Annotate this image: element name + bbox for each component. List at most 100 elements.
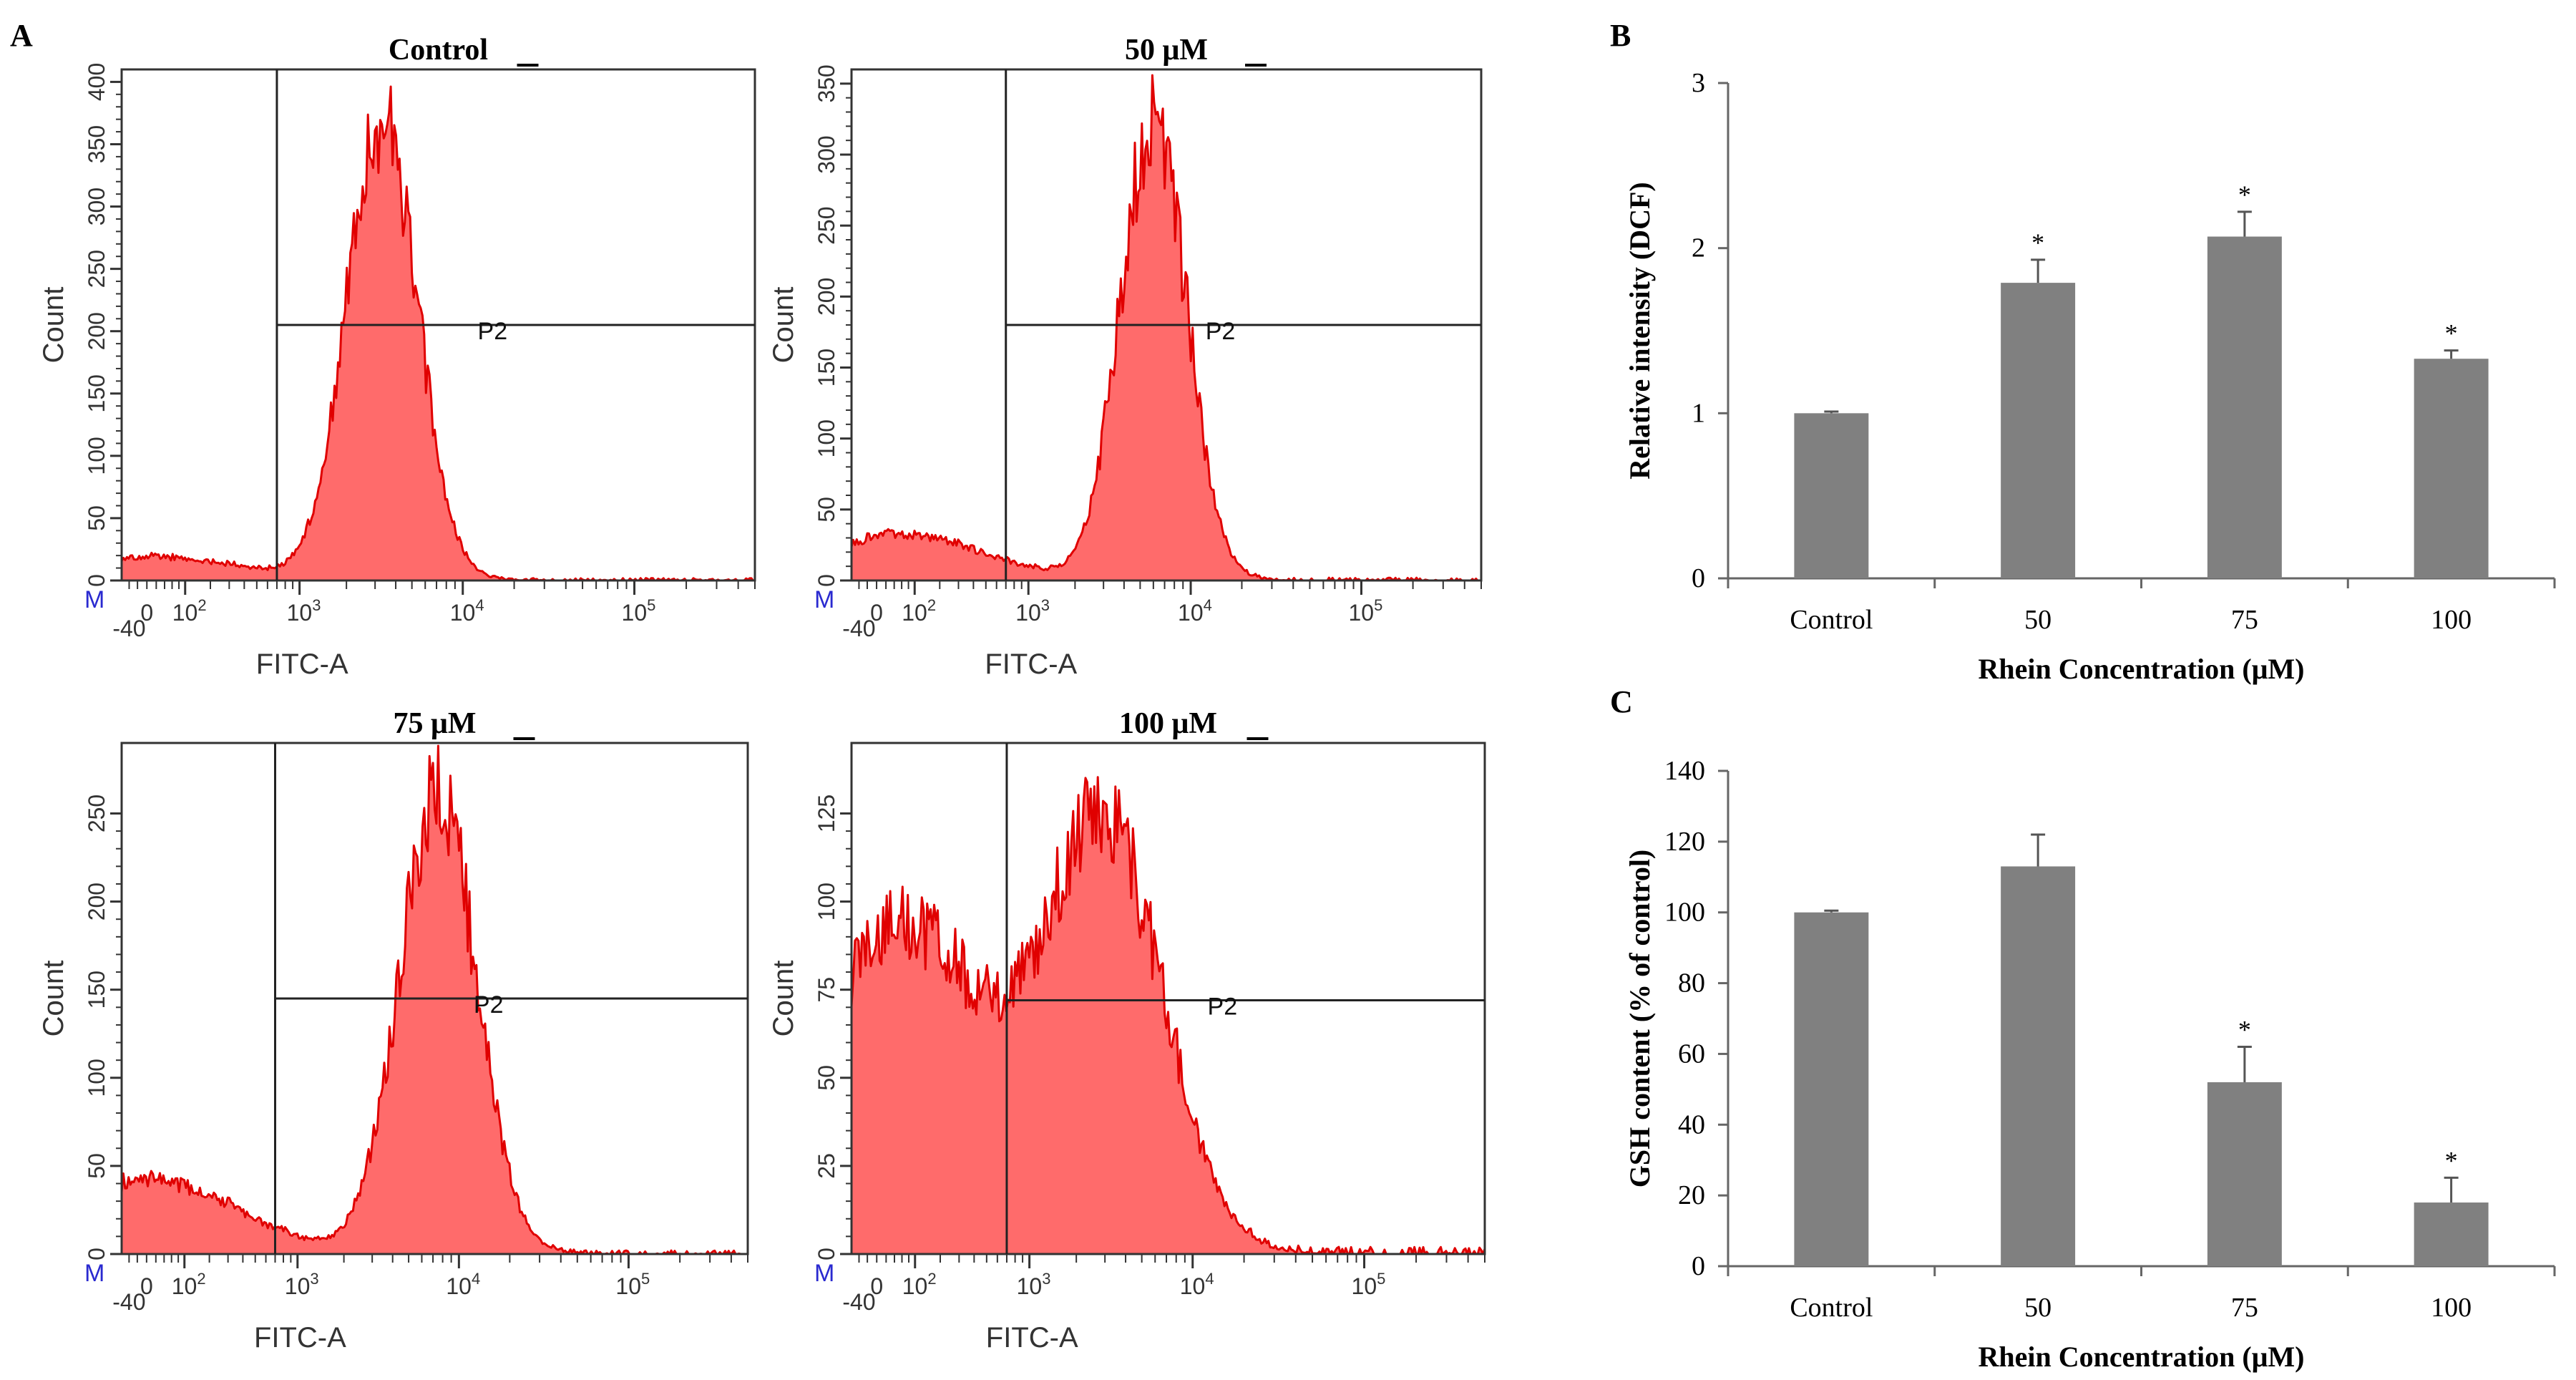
x-tick-label-exponent: 4 bbox=[1204, 596, 1212, 614]
bar bbox=[2001, 283, 2076, 578]
bar bbox=[2414, 1202, 2489, 1266]
significance-marker: * bbox=[2445, 319, 2458, 348]
histogram-area bbox=[850, 74, 1483, 582]
x-tick-label-exponent: 4 bbox=[472, 1270, 480, 1288]
x-category-label: 75 bbox=[2231, 605, 2258, 635]
x-axis-title: Rhein Concentration (μM) bbox=[1979, 1341, 2305, 1373]
y-axis-label: Count bbox=[38, 961, 69, 1037]
x-tick-label-base: 0 bbox=[870, 1273, 883, 1299]
x-axis-label: FITC-A bbox=[985, 648, 1077, 680]
y-tick-label: 75 bbox=[814, 977, 839, 1003]
y-tick-label: 60 bbox=[1678, 1039, 1705, 1069]
y-tick-label: 0 bbox=[84, 574, 109, 587]
x-tick-label-exponent: 5 bbox=[647, 596, 655, 614]
x-tick-label: 104 bbox=[1180, 1270, 1214, 1299]
y-axis-title: GSH content (% of control) bbox=[1624, 850, 1656, 1188]
x-tick-label-base: 10 bbox=[287, 600, 313, 626]
y-tick-label: 100 bbox=[84, 1059, 109, 1097]
x-axis-title: Rhein Concentration (μM) bbox=[1979, 653, 2305, 685]
histogram-area bbox=[120, 85, 756, 582]
x-tick-label-base: 10 bbox=[1178, 600, 1204, 626]
x-tick-label: -40 bbox=[842, 616, 875, 641]
x-axis-label: FITC-A bbox=[256, 648, 348, 680]
y-tick-label: 50 bbox=[814, 1065, 839, 1091]
x-tick-label: -40 bbox=[112, 616, 145, 641]
x-tick-label: 103 bbox=[285, 1270, 319, 1299]
y-tick-label: 300 bbox=[814, 135, 839, 173]
y-tick-label: 50 bbox=[814, 497, 839, 523]
x-tick-label-base: 0 bbox=[140, 600, 153, 626]
y-tick-label: 0 bbox=[1692, 563, 1705, 593]
x-category-label: Control bbox=[1790, 1293, 1873, 1323]
x-tick-label-base: 10 bbox=[172, 600, 198, 626]
bar bbox=[2414, 359, 2489, 578]
significance-marker: * bbox=[2238, 180, 2251, 209]
y-tick-label: 200 bbox=[84, 883, 109, 920]
gate-label: P2 bbox=[1208, 993, 1238, 1020]
y-tick-label: 120 bbox=[1664, 827, 1705, 857]
gate-label: P2 bbox=[478, 318, 508, 345]
bar-chart-gsh: 0 20 40 60 80 100 120 140 Control 50 * 75 * 100 Rhein … bbox=[1624, 756, 2556, 1373]
y-tick-label: 250 bbox=[814, 206, 839, 244]
y-tick-label: 0 bbox=[1692, 1251, 1705, 1281]
x-tick-label-exponent: 5 bbox=[641, 1270, 650, 1288]
y-tick-label: 3 bbox=[1692, 68, 1705, 98]
x-tick-label: 0 bbox=[140, 600, 153, 626]
x-tick-label-base: 10 bbox=[615, 1273, 641, 1299]
x-tick-label-base: 10 bbox=[285, 1273, 311, 1299]
x-tick-label-exponent: 3 bbox=[310, 1270, 318, 1288]
y-tick-label: 0 bbox=[814, 574, 839, 587]
panel-letter-a: A bbox=[10, 18, 33, 53]
histogram-title: 75 μM bbox=[394, 707, 477, 740]
marker-m: M bbox=[814, 586, 834, 613]
y-tick-label: 50 bbox=[84, 505, 109, 531]
y-tick-label: 350 bbox=[814, 64, 839, 102]
y-tick-label: 150 bbox=[84, 971, 109, 1009]
x-tick-label-exponent: 3 bbox=[1041, 596, 1050, 614]
x-tick-label-base: 10 bbox=[902, 600, 927, 626]
x-tick-label-base: -40 bbox=[112, 616, 145, 641]
x-tick-label: 0 bbox=[140, 1273, 153, 1299]
y-tick-label: 50 bbox=[84, 1153, 109, 1179]
x-tick-label-base: 10 bbox=[1352, 1273, 1377, 1299]
x-tick-label-base: 10 bbox=[1180, 1273, 1206, 1299]
x-tick-label: 102 bbox=[172, 596, 207, 626]
x-tick-label: 104 bbox=[1178, 596, 1212, 626]
x-tick-label: -40 bbox=[842, 1289, 875, 1315]
histogram-title: Control bbox=[389, 34, 488, 67]
y-tick-label: 300 bbox=[84, 188, 109, 225]
bar-chart-dcf: 0 1 2 3 Control * 50 * 75 * 100 Rhein Concentration… bbox=[1624, 68, 2556, 685]
gate-label: P2 bbox=[474, 991, 504, 1019]
x-tick-label-base: 10 bbox=[1017, 1273, 1043, 1299]
y-tick-label: 100 bbox=[84, 437, 109, 475]
x-tick-label: 103 bbox=[287, 596, 321, 626]
panel-letter-c: C bbox=[1610, 684, 1633, 719]
x-tick-label: 102 bbox=[902, 1270, 937, 1299]
x-axis-label: FITC-A bbox=[254, 1322, 346, 1354]
x-tick-label-base: -40 bbox=[842, 1289, 875, 1315]
significance-marker: * bbox=[2445, 1146, 2458, 1175]
y-tick-label: 0 bbox=[84, 1248, 109, 1260]
marker-m: M bbox=[814, 1260, 834, 1287]
x-tick-label-base: 10 bbox=[172, 1273, 197, 1299]
x-tick-label-exponent: 4 bbox=[475, 596, 484, 614]
x-category-label: 100 bbox=[2431, 605, 2472, 635]
plot-frame bbox=[850, 742, 1486, 1255]
x-tick-label: 105 bbox=[1348, 596, 1382, 626]
y-tick-label: 25 bbox=[814, 1153, 839, 1179]
y-tick-label: 20 bbox=[1678, 1180, 1705, 1210]
y-axis-label: Count bbox=[768, 961, 799, 1037]
x-tick-label: 104 bbox=[446, 1270, 480, 1299]
x-category-label: 75 bbox=[2231, 1293, 2258, 1323]
x-tick-label-base: -40 bbox=[842, 616, 875, 641]
x-tick-label-exponent: 2 bbox=[927, 596, 936, 614]
x-tick-label: -40 bbox=[112, 1289, 145, 1315]
marker-m: M bbox=[84, 586, 104, 613]
bar bbox=[1794, 413, 1869, 578]
x-tick-label: 0 bbox=[870, 600, 883, 626]
y-tick-label: 80 bbox=[1678, 968, 1705, 998]
marker-m: M bbox=[84, 1260, 104, 1287]
